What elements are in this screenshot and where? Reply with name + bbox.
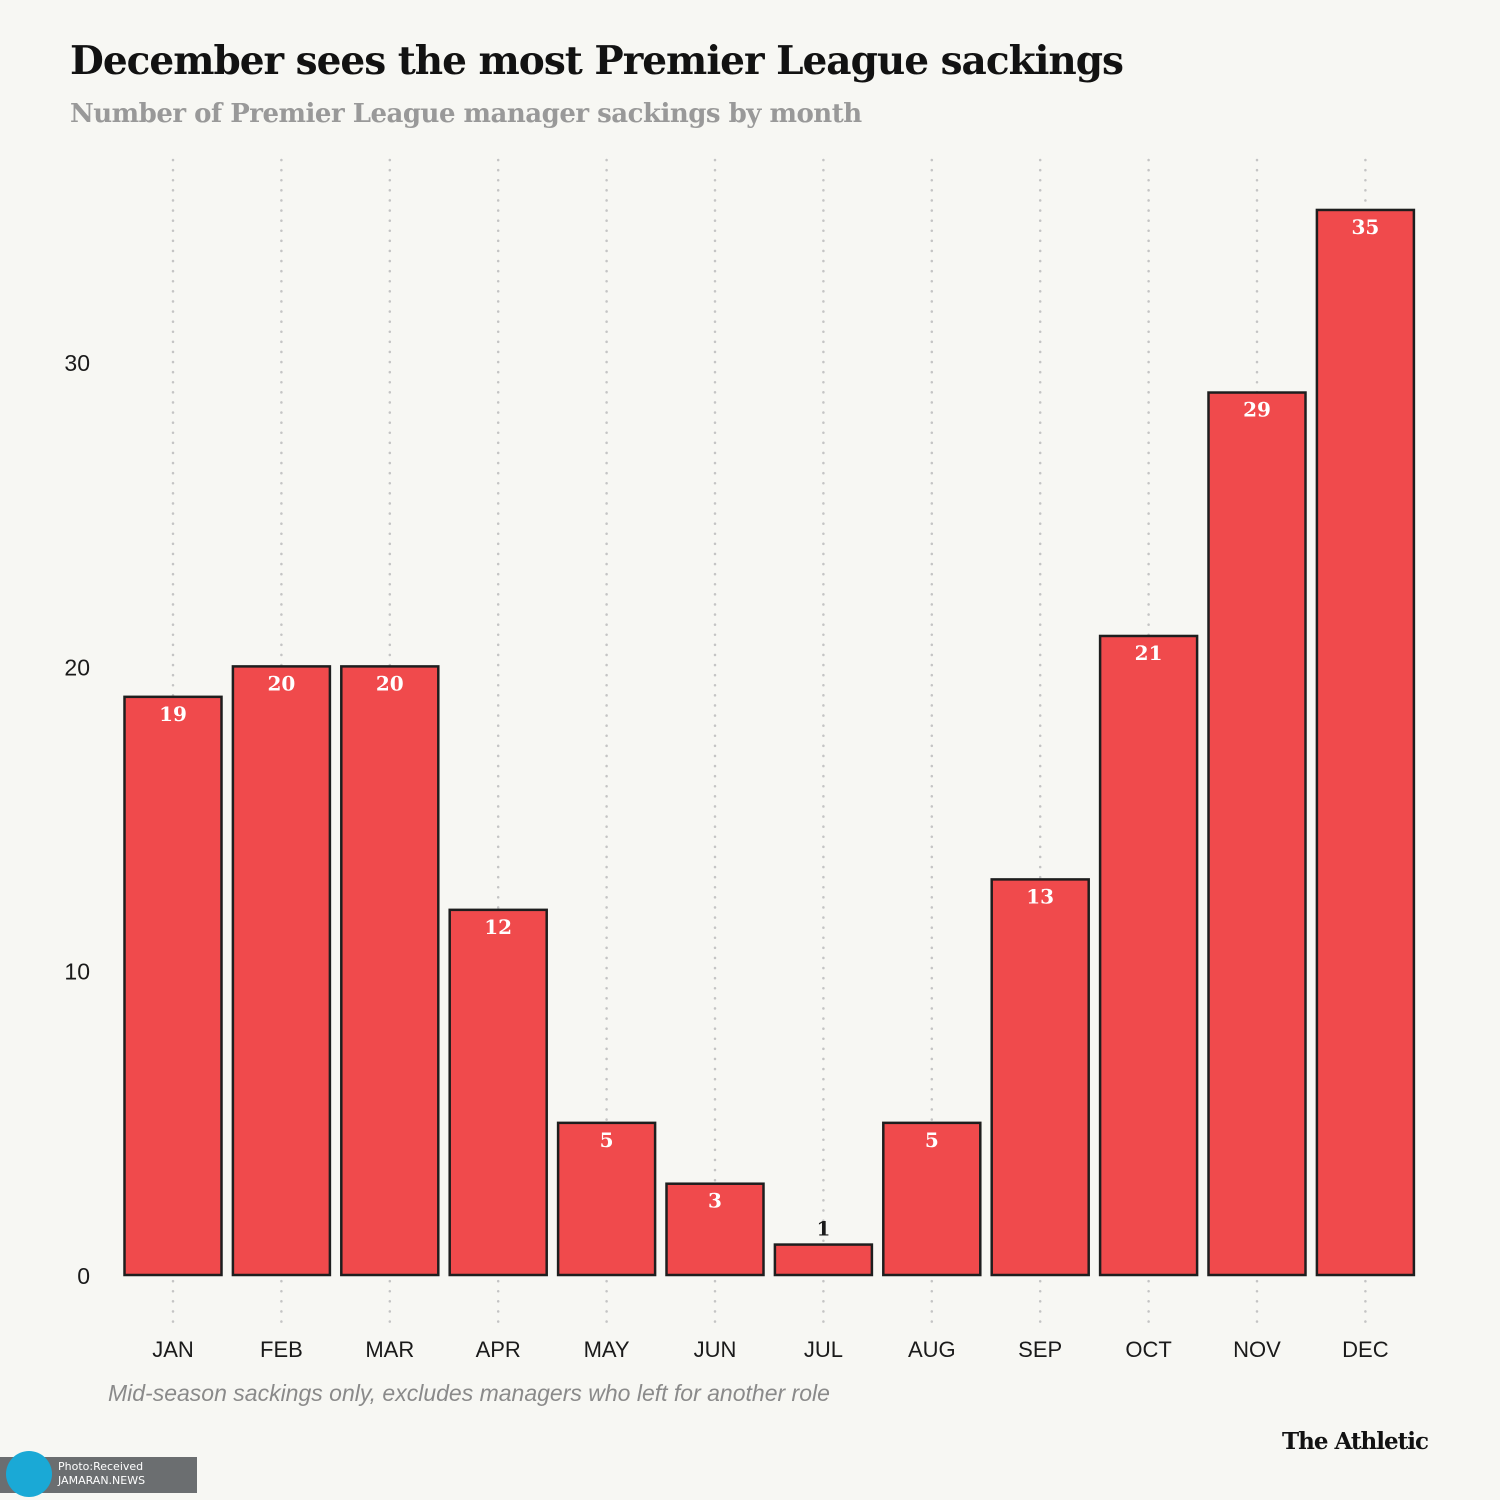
bar-jun (665, 1182, 765, 1277)
watermark-line1: Photo:Received (58, 1460, 144, 1473)
x-tick-label: MAY (584, 1337, 630, 1362)
x-tick-label: JUN (694, 1337, 737, 1362)
bar-feb (231, 665, 332, 1277)
x-tick-label: MAR (365, 1337, 414, 1362)
bar-jul (773, 1243, 874, 1277)
data-label: 1 (816, 1217, 830, 1241)
x-tick-label: NOV (1233, 1337, 1281, 1362)
data-label: 13 (1026, 884, 1054, 908)
jamaran-logo-icon (6, 1451, 52, 1497)
y-tick-label: 20 (64, 654, 90, 680)
chart-title: December sees the most Premier League sa… (70, 38, 1124, 84)
x-tick-label: OCT (1125, 1337, 1171, 1362)
data-label: 3 (708, 1189, 722, 1213)
bar-sep (990, 878, 1090, 1277)
bar-nov (1207, 391, 1307, 1277)
data-label: 21 (1135, 641, 1163, 665)
data-label: 5 (925, 1128, 939, 1152)
bar-dec (1315, 208, 1416, 1277)
data-label: 19 (159, 702, 187, 726)
x-tick-label: DEC (1342, 1337, 1389, 1362)
y-tick-label: 10 (64, 959, 90, 985)
y-tick-label: 30 (64, 350, 90, 376)
y-tick-label: 0 (77, 1263, 90, 1289)
x-tick-label: JAN (152, 1337, 194, 1362)
data-label: 12 (484, 915, 512, 939)
data-label: 20 (376, 671, 404, 695)
bar-jan (123, 695, 223, 1277)
bar-may (556, 1121, 657, 1277)
chart-subtitle: Number of Premier League manager sacking… (70, 99, 862, 129)
y-axis: 0 10 20 30 (64, 350, 90, 1289)
bar-oct (1098, 634, 1199, 1277)
data-label: 29 (1243, 398, 1271, 422)
bar-apr (448, 908, 548, 1277)
the-athletic-logo: The Athletic (1281, 1428, 1429, 1455)
data-labels: 19 20 20 12 5 3 1 5 13 21 29 35 (159, 215, 1379, 1241)
chart-note: Mid-season sackings only, excludes manag… (108, 1380, 830, 1406)
data-label: 5 (600, 1128, 614, 1152)
x-tick-label: AUG (908, 1337, 956, 1362)
x-tick-label: SEP (1018, 1337, 1062, 1362)
watermark-line2: JAMARAN.NEWS (58, 1474, 146, 1487)
data-label: 35 (1351, 215, 1379, 239)
x-axis: JAN FEB MAR APR MAY JUN JUL AUG SEP OCT NOV DEC (152, 1337, 1389, 1362)
watermark: Photo:Received JAMARAN.NEWS (0, 1451, 197, 1497)
x-tick-label: FEB (260, 1337, 303, 1362)
x-tick-label: JUL (804, 1337, 843, 1362)
bar-mar (340, 665, 440, 1277)
data-label: 20 (267, 671, 295, 695)
bar-aug (882, 1121, 982, 1277)
x-tick-label: APR (476, 1337, 521, 1362)
bars (123, 208, 1416, 1277)
